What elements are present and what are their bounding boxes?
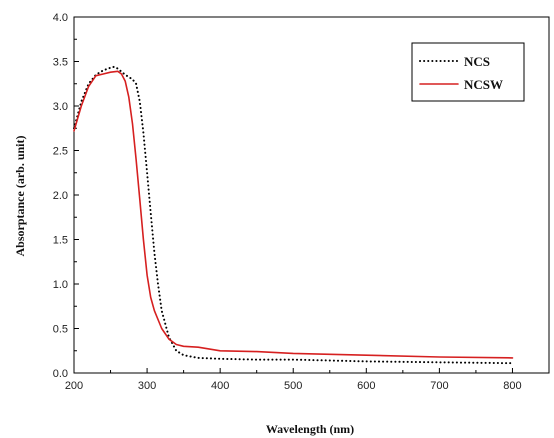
x-tick-label: 300 (138, 380, 156, 392)
y-tick-label: 1.0 (53, 279, 68, 291)
legend-label-ncs: NCS (464, 54, 490, 69)
series-layer (73, 65, 514, 365)
y-tick-label: 3.5 (53, 57, 68, 69)
series-line-ncsw (73, 70, 514, 359)
x-tick-label: 600 (357, 380, 375, 392)
x-axis-title: Wavelength (nm) (266, 422, 354, 436)
y-tick-label: 2.0 (53, 190, 68, 202)
series-line-ncs (73, 65, 514, 365)
x-tick-label: 400 (211, 380, 229, 392)
x-tick-label: 200 (65, 380, 83, 392)
y-tick-label: 0.5 (53, 324, 68, 336)
y-tick-label: 2.5 (53, 146, 68, 158)
legend-label-ncsw: NCSW (464, 77, 503, 92)
y-tick-label: 4.0 (53, 12, 68, 24)
y-axis-title: Absorptance (arb. unit) (13, 135, 27, 256)
x-tick-label: 500 (284, 380, 302, 392)
legend-box (411, 42, 525, 102)
x-tick-label: 800 (503, 380, 521, 392)
legend: NCS NCSW (411, 42, 525, 102)
axis-ticks: 0.0 0.5 1.0 1.5 2.0 2.5 3.0 3.5 4.0 200 300 400 500 6… (53, 12, 522, 392)
x-tick-label: 700 (430, 380, 448, 392)
y-tick-label: 3.0 (53, 101, 68, 113)
y-tick-label: 0.0 (53, 368, 68, 380)
y-tick-label: 1.5 (53, 235, 68, 247)
